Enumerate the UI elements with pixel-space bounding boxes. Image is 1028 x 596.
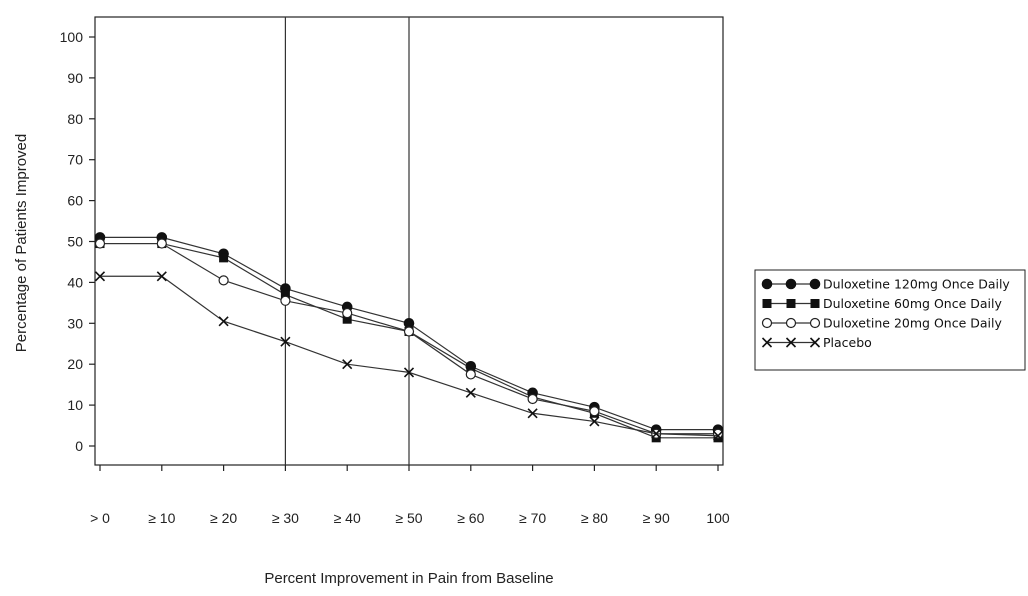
y-tick-label: 70 <box>67 152 83 168</box>
series-3 <box>94 271 724 441</box>
data-point <box>403 326 415 337</box>
x-tick-label: ≥ 60 <box>457 510 484 526</box>
data-point <box>218 275 229 286</box>
legend-box <box>754 269 1026 371</box>
reference-lines <box>284 17 410 465</box>
legend: Duloxetine 120mg Once Daily Duloxetine 60… <box>754 269 1026 371</box>
y-tick-label: 50 <box>67 234 83 250</box>
x-tick-label: ≥ 10 <box>148 510 175 526</box>
data-point <box>280 336 291 347</box>
data-point <box>589 406 600 417</box>
data-point <box>712 430 724 441</box>
data-point <box>465 387 476 398</box>
data-point <box>219 253 229 263</box>
legend-marker <box>810 299 820 308</box>
data-point <box>156 238 167 249</box>
y-tick-label: 100 <box>60 29 84 45</box>
x-tick-label: > 0 <box>90 510 110 526</box>
y-tick-label: 30 <box>67 315 83 331</box>
x-tick-label: ≥ 40 <box>334 510 361 526</box>
data-point <box>465 369 476 380</box>
series-2 <box>94 238 724 439</box>
legend-marker <box>761 278 773 290</box>
legend-marker <box>785 337 797 348</box>
legend-marker <box>762 299 772 308</box>
y-tick-label: 40 <box>67 274 83 290</box>
data-point <box>589 416 600 427</box>
data-point <box>466 363 476 373</box>
legend-item: Placebo <box>761 335 872 350</box>
legend-marker <box>761 337 773 348</box>
legend-label: Duloxetine 60mg Once Daily <box>823 296 1002 311</box>
y-tick-label: 10 <box>67 397 83 413</box>
legend-marker <box>785 317 797 329</box>
legend-marker <box>785 278 797 290</box>
legend-label: Duloxetine 120mg Once Daily <box>823 277 1010 292</box>
y-tick-label: 0 <box>75 438 83 454</box>
x-axis-title: Percent Improvement in Pain from Baselin… <box>264 570 553 587</box>
y-axis-title: Percentage of Patients Improved <box>13 134 30 352</box>
legend-item: Duloxetine 20mg Once Daily <box>761 316 1002 331</box>
data-point <box>156 271 167 282</box>
data-point <box>280 295 291 306</box>
y-tick-label: 20 <box>67 356 83 372</box>
data-point <box>527 393 538 405</box>
series-layer <box>94 232 724 443</box>
data-point <box>218 316 229 327</box>
legend-label: Duloxetine 20mg Once Daily <box>823 316 1002 331</box>
x-axis: > 0 ≥ 10 ≥ 20 ≥ 30 ≥ 40 ≥ 50 ≥ 60 ≥ 70 ≥ 80 ≥ 90 1… <box>90 465 730 526</box>
legend-marker <box>761 317 773 329</box>
data-point <box>342 314 352 324</box>
data-point <box>280 290 290 300</box>
legend-label: Placebo <box>823 335 872 350</box>
y-tick-label: 60 <box>67 193 83 209</box>
x-tick-label: ≥ 30 <box>272 510 299 526</box>
data-point <box>651 428 662 439</box>
legend-item: Duloxetine 120mg Once Daily <box>761 277 1010 292</box>
data-point <box>94 271 106 282</box>
legend-marker <box>786 299 796 308</box>
data-point <box>94 238 106 249</box>
data-point <box>403 367 415 378</box>
x-tick-label: ≥ 20 <box>210 510 237 526</box>
legend-marker <box>809 317 821 329</box>
legend-item: Duloxetine 60mg Once Daily <box>762 296 1002 311</box>
y-tick-label: 90 <box>67 70 83 86</box>
x-tick-label: ≥ 80 <box>581 510 608 526</box>
x-tick-label: ≥ 50 <box>395 510 422 526</box>
data-point <box>527 408 538 419</box>
x-tick-label: ≥ 90 <box>643 510 670 526</box>
data-point <box>342 359 353 370</box>
data-point <box>342 307 353 319</box>
x-tick-label: 100 <box>706 510 730 526</box>
y-tick-label: 80 <box>67 111 83 127</box>
x-tick-label: ≥ 70 <box>519 510 546 526</box>
legend-marker <box>809 278 821 290</box>
legend-marker <box>809 337 821 348</box>
y-axis: 0 10 20 30 40 50 60 70 80 90 100 <box>60 29 95 454</box>
